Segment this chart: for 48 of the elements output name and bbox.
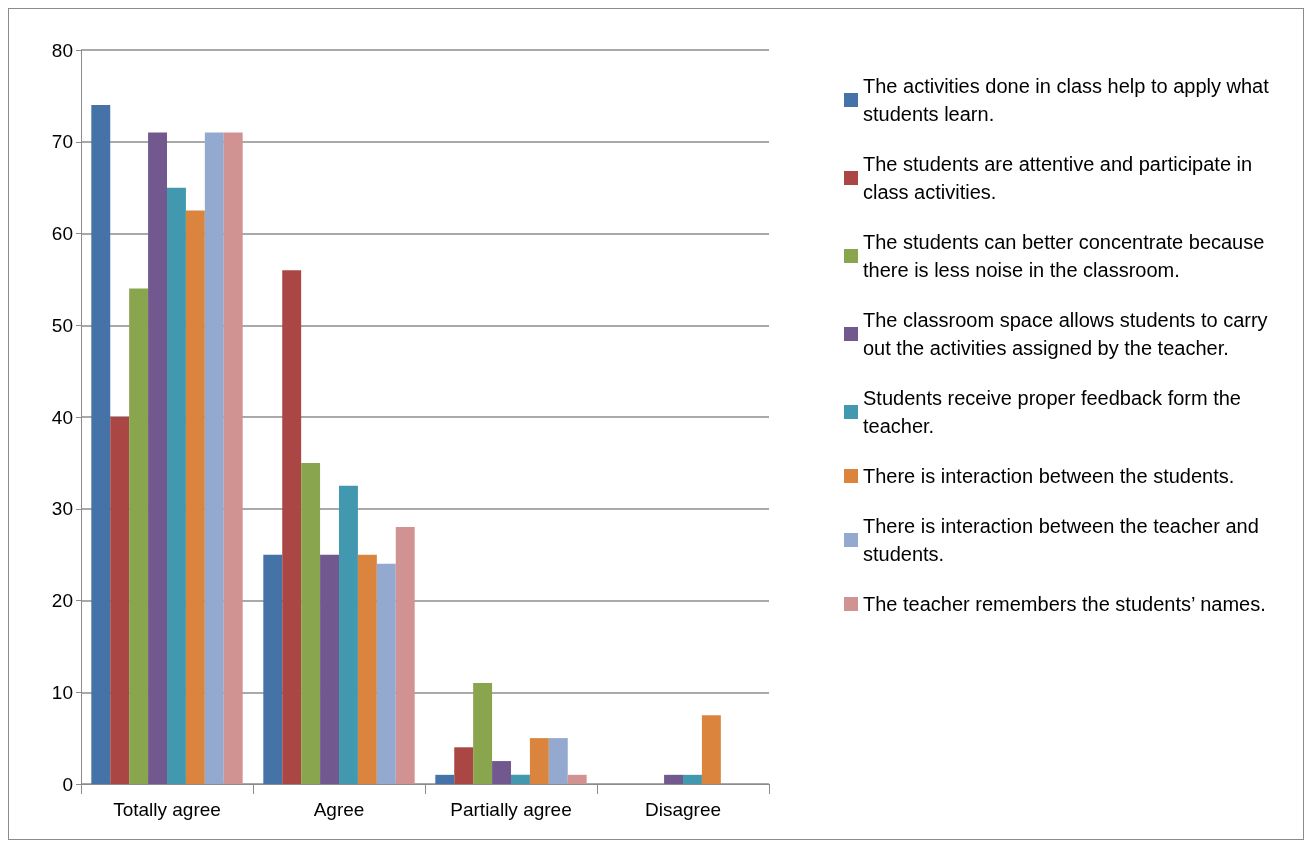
y-tick-label: 50 <box>51 314 73 336</box>
y-tick-label: 30 <box>51 498 73 520</box>
legend-label: The teacher remembers the students’ names. <box>863 593 1266 615</box>
bar <box>204 132 224 784</box>
bar <box>395 527 415 784</box>
legend-label: Students receive proper feedback form the teacher. <box>863 387 1247 437</box>
legend-label: The classroom space allows students to carry out the activities assigned by the teacher. <box>863 309 1274 359</box>
x-tick-label: Disagree <box>644 799 722 820</box>
bar <box>301 462 321 784</box>
y-tick-label: 0 <box>62 773 73 795</box>
bar <box>492 761 511 784</box>
bar <box>683 774 702 784</box>
x-tick-label: Agree <box>313 799 365 820</box>
bar <box>282 270 302 784</box>
bar <box>454 747 474 784</box>
bar <box>664 774 683 784</box>
legend-label: The activities done in class help to apply what students learn. <box>863 75 1275 125</box>
x-tick-label: Partially agree <box>450 799 572 820</box>
bar <box>435 774 455 784</box>
x-tick-label: Totally agree <box>113 799 221 820</box>
bar <box>263 554 283 784</box>
bar <box>129 288 149 784</box>
legend-label: The students are attentive and participate in class activities. <box>863 153 1258 203</box>
bar <box>376 563 396 784</box>
bar <box>529 738 549 784</box>
bar <box>320 554 339 784</box>
bar <box>339 485 358 784</box>
y-tick-label: 40 <box>51 406 73 428</box>
y-tick-label: 80 <box>51 39 73 61</box>
bar <box>223 132 243 784</box>
bar <box>511 774 530 784</box>
y-tick-label: 20 <box>51 590 73 611</box>
bar <box>148 132 167 784</box>
legend-label: There is interaction between the students. <box>863 465 1235 487</box>
bar <box>701 715 721 784</box>
bar <box>473 683 493 784</box>
y-tick-label: 70 <box>51 131 73 153</box>
bar <box>548 738 568 784</box>
bar <box>167 187 186 784</box>
bar <box>91 105 111 784</box>
legend-label: There is interaction between the teacher and students. <box>863 515 1265 565</box>
y-tick-label: 10 <box>51 681 73 703</box>
legend-label: The students can better concentrate because there is less noise in the classroom. <box>863 231 1270 281</box>
y-tick-label: 60 <box>51 223 73 244</box>
bar <box>110 417 130 784</box>
bar <box>567 774 587 784</box>
bar <box>185 210 205 784</box>
bar <box>357 554 377 784</box>
